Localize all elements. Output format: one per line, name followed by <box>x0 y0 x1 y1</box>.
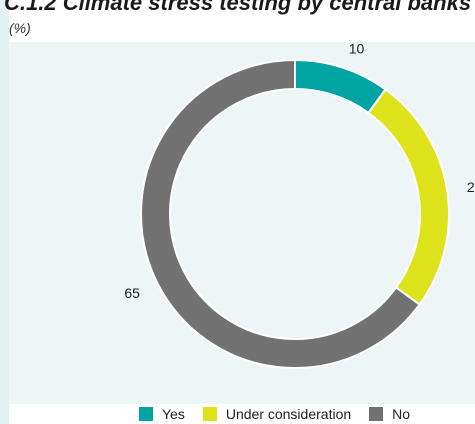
chart-legend: Yes Under consideration No <box>139 404 428 424</box>
legend-swatch <box>202 407 217 421</box>
slice-value-label: 10 <box>349 41 365 57</box>
legend-label: Under consideration <box>225 406 352 422</box>
slice-value-label: 65 <box>124 285 140 301</box>
donut-slice-yes <box>294 58 387 115</box>
legend-item: No <box>369 406 410 422</box>
chart-title: C.1.2 Climate stress testing by central … <box>4 0 472 15</box>
legend-item: Under consideration <box>202 406 352 422</box>
left-accent-band <box>0 0 9 424</box>
legend-label: No <box>392 406 411 422</box>
slice-value-label: 25 <box>467 179 475 195</box>
legend-swatch <box>369 407 384 421</box>
donut-slice-no <box>140 58 421 369</box>
legend-label: Yes <box>162 406 185 422</box>
chart-unit: (%) <box>9 20 31 36</box>
legend-item: Yes <box>139 406 185 422</box>
donut-slice-under-consideration <box>367 88 450 306</box>
donut-chart: 10 25 65 <box>124 41 475 369</box>
legend-swatch <box>139 407 153 421</box>
